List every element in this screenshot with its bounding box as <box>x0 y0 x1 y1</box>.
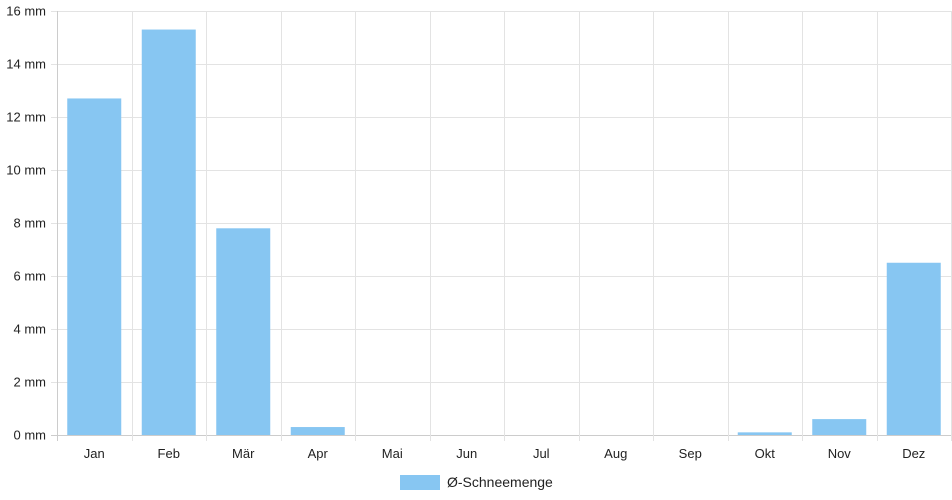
x-tick-label: Feb <box>158 446 180 461</box>
x-tick-label: Okt <box>755 446 776 461</box>
bar-apr <box>290 427 345 435</box>
x-tick-label: Mai <box>382 446 403 461</box>
y-tick-label: 10 mm <box>6 163 46 178</box>
y-tick-label: 8 mm <box>14 216 47 231</box>
x-tick-label: Aug <box>604 446 627 461</box>
legend-label[interactable]: Ø-Schneemenge <box>447 474 553 490</box>
y-tick-label: 4 mm <box>14 322 47 337</box>
y-axis-ticks: 0 mm 2 mm 4 mm 6 mm 8 mm 10 mm 12 mm 14 mm 16 mm <box>6 4 46 443</box>
x-tick-label: Jul <box>533 446 550 461</box>
bar-mär <box>216 228 271 435</box>
bar-nov <box>812 419 867 435</box>
x-tick-label: Mär <box>232 446 255 461</box>
y-tick-label: 6 mm <box>14 269 47 284</box>
bar-okt <box>737 432 792 435</box>
bar-jan <box>67 98 122 435</box>
y-tick-label: 0 mm <box>14 428 47 443</box>
y-tick-label: 16 mm <box>6 4 46 19</box>
bar-dez <box>886 262 941 435</box>
bar-feb <box>141 29 196 436</box>
x-tick-label: Sep <box>679 446 702 461</box>
x-tick-label: Jan <box>84 446 105 461</box>
x-axis-ticks: Jan Feb Mär Apr Mai Jun Jul Aug Sep Okt Nov Dez <box>84 446 926 461</box>
x-tick-label: Apr <box>308 446 329 461</box>
legend[interactable]: Ø-Schneemenge <box>400 474 553 490</box>
x-tick-label: Jun <box>456 446 477 461</box>
legend-swatch[interactable] <box>400 475 440 490</box>
x-tick-label: Nov <box>828 446 852 461</box>
y-tick-label: 14 mm <box>6 57 46 72</box>
y-tick-label: 2 mm <box>14 375 47 390</box>
x-tick-label: Dez <box>902 446 925 461</box>
bars <box>67 29 941 436</box>
y-tick-label: 12 mm <box>6 110 46 125</box>
